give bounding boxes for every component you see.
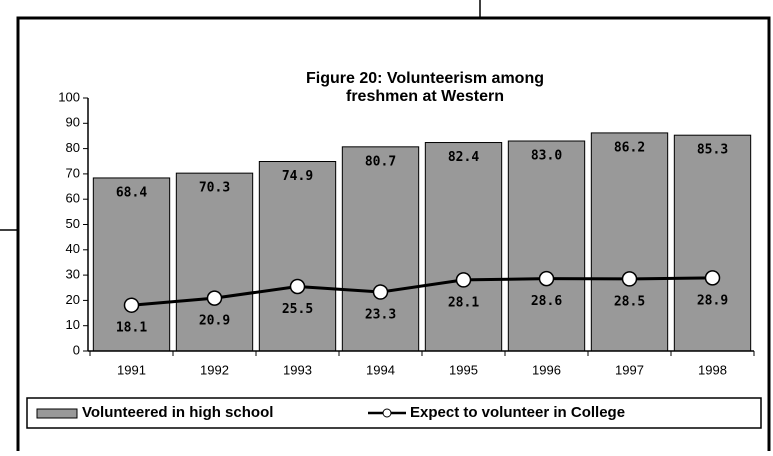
legend-label: Expect to volunteer in College bbox=[410, 404, 625, 421]
bar bbox=[507, 140, 586, 352]
x-tick-label: 1997 bbox=[615, 362, 644, 377]
y-tick-label: 60 bbox=[66, 191, 80, 206]
y-tick-label: 30 bbox=[66, 267, 80, 282]
bar-label: 85.3 bbox=[697, 143, 728, 158]
bar bbox=[424, 142, 503, 352]
line-label: 20.9 bbox=[199, 314, 230, 329]
line-point bbox=[621, 271, 638, 287]
x-tick-label: 1991 bbox=[117, 362, 146, 377]
line-label: 18.1 bbox=[116, 321, 147, 336]
line-label: 28.6 bbox=[531, 294, 562, 309]
line-label: 28.9 bbox=[697, 293, 728, 308]
line-point bbox=[123, 297, 140, 313]
line-point bbox=[206, 290, 223, 306]
x-tick-label: 1993 bbox=[283, 362, 312, 377]
line-point bbox=[704, 270, 721, 286]
x-tick-label: 1992 bbox=[200, 362, 229, 377]
bar bbox=[341, 146, 420, 352]
bar-label: 74.9 bbox=[282, 169, 313, 184]
bar-label: 80.7 bbox=[365, 154, 396, 169]
y-tick-label: 90 bbox=[66, 115, 80, 130]
line-label: 28.1 bbox=[448, 295, 479, 310]
line-point bbox=[289, 278, 306, 295]
legend-box bbox=[26, 397, 762, 429]
line-point bbox=[372, 284, 389, 300]
line-point bbox=[538, 270, 555, 287]
bar bbox=[590, 132, 669, 352]
y-tick-label: 40 bbox=[66, 241, 80, 256]
bar-label: 83.0 bbox=[531, 149, 562, 164]
bar-label: 68.4 bbox=[116, 185, 147, 200]
y-tick-label: 0 bbox=[73, 342, 80, 357]
line-label: 23.3 bbox=[365, 308, 396, 323]
bar bbox=[258, 161, 337, 352]
bar-label: 86.2 bbox=[614, 140, 645, 155]
bar bbox=[673, 134, 752, 352]
bar-label: 82.4 bbox=[448, 150, 479, 165]
legend-swatch bbox=[36, 408, 78, 419]
bar-label: 70.3 bbox=[199, 181, 230, 196]
y-tick-label: 20 bbox=[66, 292, 80, 307]
line-point bbox=[455, 272, 472, 288]
chart-title: Figure 20: Volunteerism among freshmen at… bbox=[306, 70, 544, 105]
y-tick-label: 100 bbox=[58, 89, 80, 104]
y-tick-label: 70 bbox=[66, 165, 80, 180]
y-tick-label: 10 bbox=[66, 317, 80, 332]
x-tick-label: 1998 bbox=[698, 362, 727, 377]
x-tick-label: 1996 bbox=[532, 362, 561, 377]
x-tick-label: 1995 bbox=[449, 362, 478, 377]
legend-marker bbox=[382, 408, 392, 418]
x-tick-label: 1994 bbox=[366, 362, 395, 377]
legend-label: Volunteered in high school bbox=[82, 404, 273, 421]
line-label: 25.5 bbox=[282, 302, 313, 317]
chart-frame bbox=[16, 16, 771, 456]
bar bbox=[92, 177, 171, 352]
line-label: 28.5 bbox=[614, 294, 645, 309]
y-tick-label: 50 bbox=[66, 216, 80, 231]
y-tick-label: 80 bbox=[66, 140, 80, 155]
line bbox=[131, 276, 713, 307]
